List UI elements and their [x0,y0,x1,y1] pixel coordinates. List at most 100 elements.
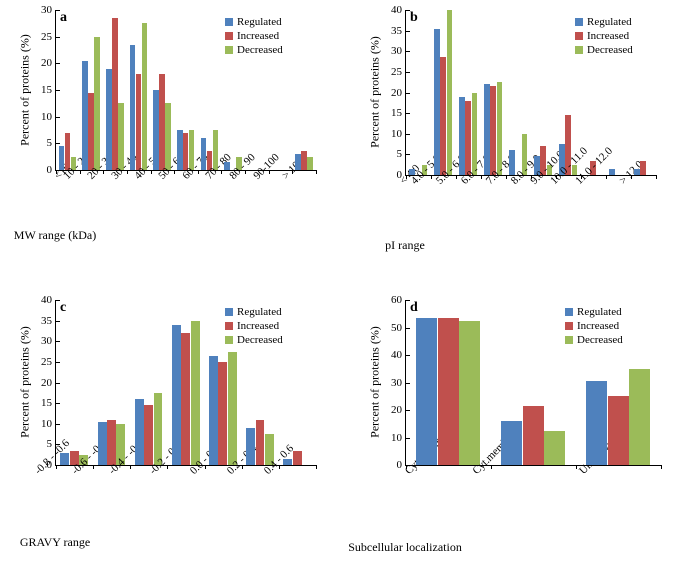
y-tick-label: 10 [41,418,56,430]
y-tick-label: 30 [391,45,406,57]
bar-decreased [191,321,200,465]
y-tick-label: 35 [41,315,56,327]
bar-regulated [177,130,182,170]
legend-row-regulated: Regulated [565,305,623,319]
legend-row-regulated: Regulated [575,15,633,29]
legend-a: RegulatedIncreasedDecreased [225,15,283,57]
y-tick [56,117,60,118]
bar-regulated [283,459,292,465]
y-tick-label: 30 [41,4,56,16]
legend-label-decreased: Decreased [237,334,283,346]
legend-row-regulated: Regulated [225,305,283,319]
y-tick [56,37,60,38]
legend-row-decreased: Decreased [225,333,283,347]
bar-regulated [106,69,111,170]
y-tick [56,90,60,91]
legend-c: RegulatedIncreasedDecreased [225,305,283,347]
bar-increased [144,405,153,465]
bar-decreased [447,10,453,175]
y-tick [406,438,410,439]
bar-decreased [94,37,99,170]
y-tick [56,143,60,144]
bar-regulated [459,97,465,175]
bar-regulated [82,61,87,170]
y-tick [406,51,410,52]
legend-label-regulated: Regulated [237,306,282,318]
legend-swatch-regulated [225,18,233,26]
bar-regulated [153,90,158,170]
bar-regulated [501,421,522,465]
y-tick-label: 5 [47,137,57,149]
legend-swatch-decreased [225,46,233,54]
legend-swatch-regulated [225,308,233,316]
y-tick [406,328,410,329]
y-tick-label: 50 [391,322,406,334]
y-tick-label: 40 [391,4,406,16]
bar-regulated [246,428,255,465]
y-tick-label: 35 [391,25,406,37]
legend-row-increased: Increased [565,319,623,333]
legend-label-increased: Increased [237,30,279,42]
bar-decreased [142,23,147,170]
bar-regulated [634,169,640,175]
y-tick [406,355,410,356]
legend-label-increased: Increased [577,320,619,332]
legend-row-increased: Increased [575,29,633,43]
x-axis-label-a: MW range (kDa) [0,228,185,243]
legend-b: RegulatedIncreasedDecreased [575,15,633,57]
y-tick [56,321,60,322]
legend-row-decreased: Decreased [565,333,623,347]
y-axis-label-b: Percent of proteins (%) [368,36,383,148]
y-tick-label: 10 [41,111,56,123]
bar-decreased [228,352,237,465]
legend-row-increased: Increased [225,29,283,43]
y-tick [56,383,60,384]
legend-swatch-increased [225,322,233,330]
legend-row-increased: Increased [225,319,283,333]
legend-label-regulated: Regulated [577,306,622,318]
y-axis-label-d: Percent of proteins (%) [368,326,383,438]
bar-increased [293,451,302,465]
bar-decreased [629,369,650,465]
y-tick-label: 30 [41,335,56,347]
x-tick-label: 80 - 90 [226,150,258,182]
y-tick-label: 5 [397,148,407,160]
x-tick [491,465,492,469]
y-tick-label: 30 [391,377,406,389]
legend-swatch-increased [565,322,573,330]
y-tick-label: 15 [391,107,406,119]
bar-regulated [609,169,615,175]
x-tick [130,465,131,469]
bar-regulated [416,318,437,465]
bar-increased [301,151,306,170]
bar-increased [218,362,227,465]
legend-label-regulated: Regulated [237,16,282,28]
y-tick-label: 25 [41,356,56,368]
bar-regulated [60,453,69,465]
legend-swatch-regulated [565,308,573,316]
bar-regulated [98,422,107,465]
y-tick [406,410,410,411]
bar-increased [438,318,459,465]
y-tick-label: 15 [41,397,56,409]
y-tick [56,300,60,301]
bar-regulated [135,399,144,465]
legend-swatch-decreased [225,336,233,344]
y-tick-label: 40 [41,294,56,306]
bar-regulated [130,45,135,170]
legend-swatch-increased [575,32,583,40]
x-axis-label-b: pI range [280,238,530,253]
y-tick-label: 15 [41,84,56,96]
y-tick [406,93,410,94]
bar-decreased [459,321,480,465]
legend-swatch-increased [225,32,233,40]
x-tick [316,465,317,469]
y-tick [56,403,60,404]
bar-increased [256,420,265,465]
bar-increased [523,406,544,465]
x-tick [167,465,168,469]
bar-increased [608,396,629,465]
x-tick [606,175,607,179]
y-tick-label: 10 [391,128,406,140]
y-tick [406,72,410,73]
